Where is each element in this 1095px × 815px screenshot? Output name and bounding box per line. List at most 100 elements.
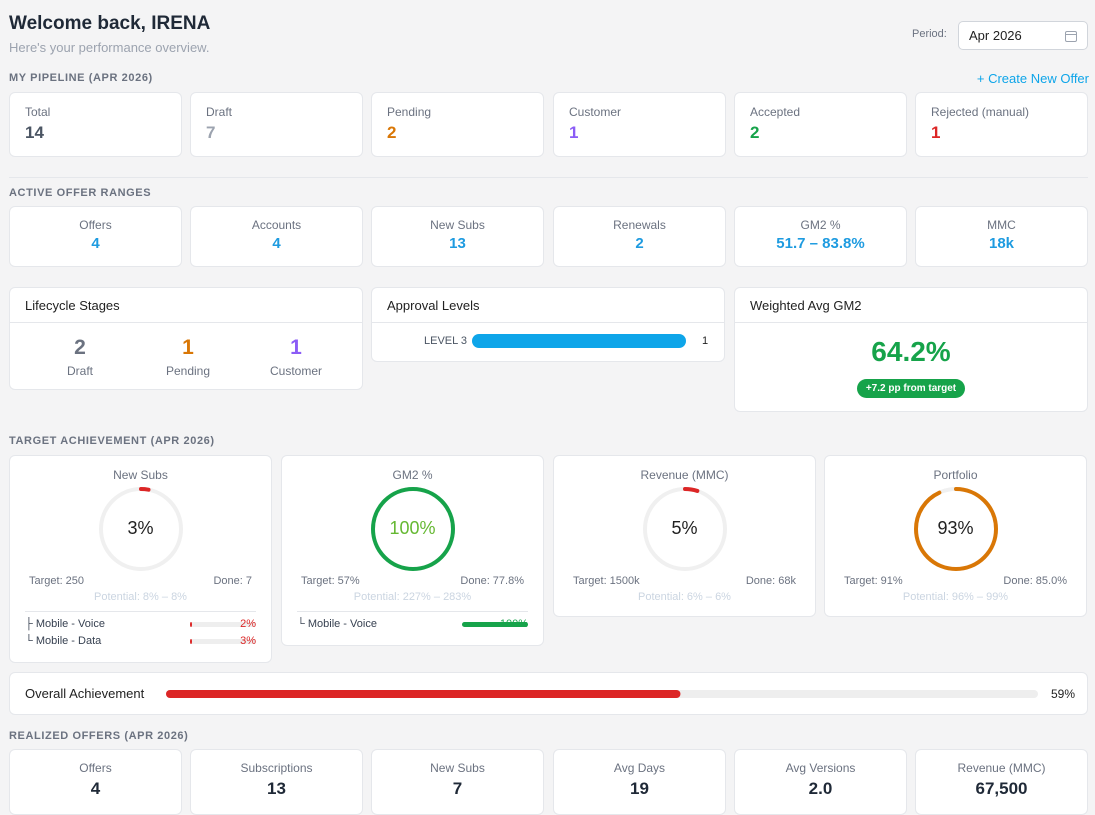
realized-card: New Subs 7 bbox=[371, 749, 544, 815]
subtitle: Here's your performance overview. bbox=[9, 40, 210, 55]
gauge bbox=[914, 487, 998, 571]
card-value: 1 bbox=[931, 123, 941, 142]
card-label: Revenue (MMC) bbox=[957, 761, 1046, 775]
card-value: 13 bbox=[267, 779, 286, 798]
target-badge: +7.2 pp from target bbox=[856, 379, 966, 398]
card-value: 2 bbox=[387, 123, 397, 142]
panel-header: Weighted Avg GM2 bbox=[735, 288, 1087, 323]
card-label: Offers bbox=[79, 761, 112, 775]
realized-card: Avg Versions 2.0 bbox=[734, 749, 907, 815]
divider bbox=[9, 177, 1088, 178]
card-value: 7 bbox=[206, 123, 216, 142]
stage-label: Pending bbox=[165, 364, 211, 378]
card-value: 67,500 bbox=[975, 779, 1028, 798]
period-input[interactable]: Apr 2026 bbox=[958, 21, 1088, 50]
page-title: Welcome back, IRENA bbox=[9, 13, 211, 34]
gauge-arc bbox=[99, 487, 183, 571]
gauge bbox=[99, 487, 183, 571]
item-bar-svg bbox=[190, 622, 256, 627]
target-card: GM2 % 100% Target: 57% Done: 77.8% Potential… bbox=[281, 455, 544, 646]
item-value: 2% bbox=[240, 618, 256, 630]
weighted-value: 64.2% bbox=[871, 336, 951, 367]
gauge-arc bbox=[914, 487, 998, 571]
stage-value: 1 bbox=[182, 336, 194, 359]
card-label: Avg Versions bbox=[785, 761, 856, 775]
gauge-title: New Subs bbox=[113, 468, 168, 482]
level-bar bbox=[472, 334, 686, 348]
gauge-arc bbox=[643, 487, 727, 571]
item-value: 100% bbox=[499, 618, 528, 630]
realized-card: Subscriptions 13 bbox=[190, 749, 363, 815]
card-label: MMC bbox=[987, 218, 1016, 232]
card-value: 19 bbox=[630, 779, 649, 798]
range-card: Offers 4 bbox=[9, 206, 182, 267]
level-label: LEVEL 3 bbox=[423, 335, 467, 347]
panel-title: Lifecycle Stages bbox=[25, 298, 120, 313]
badge-wrap: +7.2 pp from target bbox=[735, 378, 1087, 398]
card-value: 7 bbox=[452, 779, 463, 798]
card-label: Pending bbox=[387, 105, 432, 119]
realized-card: Avg Days 19 bbox=[553, 749, 726, 815]
gauge bbox=[643, 487, 727, 571]
card-value: 2 bbox=[635, 235, 644, 252]
target-card: Portfolio 93% Target: 91% Done: 85.0% Potent… bbox=[824, 455, 1087, 617]
potential-text: Potential: 96% – 99% bbox=[902, 591, 1009, 603]
stage-value: 1 bbox=[290, 336, 302, 359]
card-value: 51.7 – 83.8% bbox=[776, 235, 865, 252]
panel-header: Approval Levels bbox=[372, 288, 724, 323]
item-name: └ Mobile - Data bbox=[25, 635, 102, 647]
pipeline-card: Pending 2 bbox=[371, 92, 544, 157]
pipeline-card: Draft 7 bbox=[190, 92, 363, 157]
target-card: New Subs 3% Target: 250 Done: 7 Potential: 8… bbox=[9, 455, 272, 663]
stage-value: 2 bbox=[74, 336, 86, 359]
card-label: Accounts bbox=[251, 218, 302, 232]
done-text: Done: 7 bbox=[213, 575, 252, 587]
section-heading: REALIZED OFFERS (APR 2026) bbox=[9, 730, 189, 742]
gauge-title: GM2 % bbox=[392, 468, 433, 482]
done-text: Done: 85.0% bbox=[1003, 575, 1067, 587]
panel: Approval Levels LEVEL 3 1 bbox=[371, 287, 725, 362]
card-label: Rejected (manual) bbox=[931, 105, 1030, 119]
potential-text: Potential: 227% – 283% bbox=[353, 591, 472, 603]
card-value: 18k bbox=[988, 235, 1015, 252]
item-bar bbox=[462, 622, 528, 627]
item-bar bbox=[190, 622, 192, 627]
card-label: GM2 % bbox=[800, 218, 841, 232]
item-bar-svg bbox=[462, 622, 528, 627]
panel-title: Weighted Avg GM2 bbox=[750, 298, 862, 313]
create-offer-link[interactable]: + Create New Offer bbox=[976, 71, 1089, 86]
overall-bar bbox=[166, 690, 681, 698]
item-track bbox=[190, 639, 256, 644]
card-label: New Subs bbox=[430, 218, 485, 232]
section-heading: ACTIVE OFFER RANGES bbox=[9, 187, 152, 199]
panel-header: Lifecycle Stages bbox=[10, 288, 362, 323]
potential-text: Potential: 8% – 8% bbox=[94, 591, 187, 603]
potential-text: Potential: 6% – 6% bbox=[638, 591, 731, 603]
card-label: New Subs bbox=[430, 761, 485, 775]
range-card: GM2 % 51.7 – 83.8% bbox=[734, 206, 907, 267]
range-card: MMC 18k bbox=[915, 206, 1088, 267]
card-label: Draft bbox=[206, 105, 233, 119]
gauge-label: 93% bbox=[937, 518, 974, 538]
gauge bbox=[371, 487, 455, 571]
card-label: Accepted bbox=[750, 105, 801, 119]
pipeline-card: Total 14 bbox=[9, 92, 182, 157]
panel: Lifecycle Stages 2 Draft 1 Pending 1 Customer bbox=[9, 287, 363, 390]
realized-card: Revenue (MMC) 67,500 bbox=[915, 749, 1088, 815]
card-value: 2.0 bbox=[808, 779, 833, 798]
gauge-label: 5% bbox=[671, 518, 698, 538]
target-text: Target: 250 bbox=[29, 575, 85, 587]
stage-label: Customer bbox=[269, 364, 322, 378]
level-bar-svg bbox=[472, 334, 686, 348]
card-label: Total bbox=[25, 105, 51, 119]
done-text: Done: 68k bbox=[745, 575, 796, 587]
item-name: └ Mobile - Voice bbox=[297, 618, 377, 630]
section-heading: TARGET ACHIEVEMENT (APR 2026) bbox=[9, 435, 215, 447]
gauge-title: Revenue (MMC) bbox=[640, 468, 729, 482]
overall-value: 59% bbox=[1050, 687, 1075, 701]
realized-card: Offers 4 bbox=[9, 749, 182, 815]
card-value: 4 bbox=[91, 235, 100, 252]
card-label: Customer bbox=[569, 105, 622, 119]
range-card: New Subs 13 bbox=[371, 206, 544, 267]
level-count: 1 bbox=[702, 335, 709, 347]
